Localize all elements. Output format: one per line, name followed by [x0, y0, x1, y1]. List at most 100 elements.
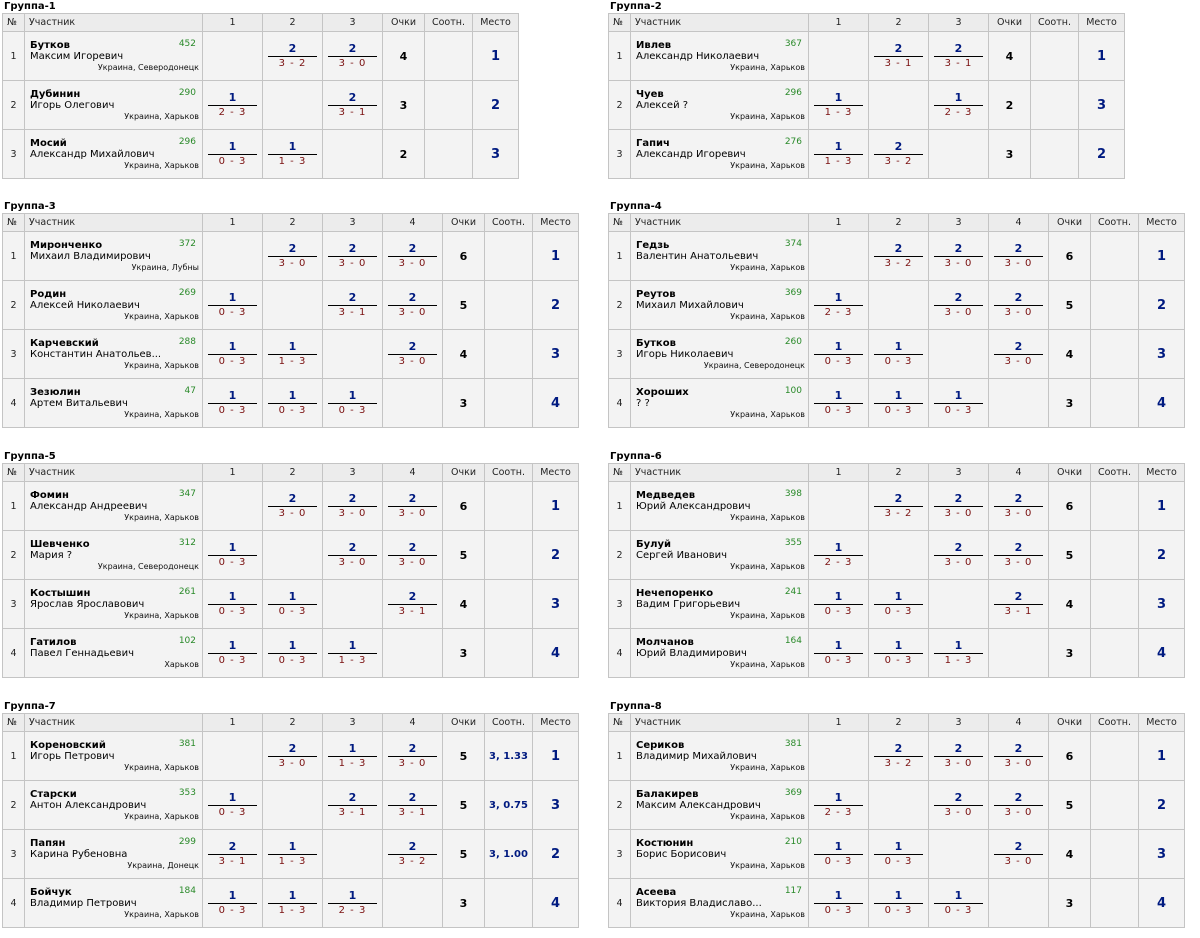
match-result-cell[interactable]: 2 3 - 0	[988, 280, 1049, 330]
player-cell[interactable]: Бутков 452 Максим Игоревич Украина, Северод…	[24, 31, 203, 81]
player-lastname[interactable]: Балакирев	[636, 788, 699, 800]
player-lastname[interactable]: Реутов	[636, 288, 676, 300]
match-result-cell[interactable]: 2 3 - 1	[322, 280, 383, 330]
match-result-cell[interactable]: 1 0 - 3	[808, 579, 869, 629]
match-result-cell[interactable]: 2 3 - 2	[262, 31, 323, 81]
player-lastname[interactable]: Мосий	[30, 137, 67, 149]
match-result-cell[interactable]: 1 1 - 3	[808, 129, 869, 179]
match-result-cell[interactable]: 1 2 - 3	[808, 530, 869, 580]
header-participant[interactable]: Участник	[630, 13, 809, 32]
header-tie[interactable]: Соотн.	[484, 713, 533, 732]
match-result-cell[interactable]: 2 3 - 0	[928, 280, 989, 330]
player-cell[interactable]: Сериков 381 Владимир Михайлович Украина, Ха…	[630, 731, 809, 781]
match-result-cell[interactable]: 1 0 - 3	[262, 628, 323, 678]
match-result-cell[interactable]: 2 3 - 0	[988, 329, 1049, 379]
player-cell[interactable]: Старски 353 Антон Александрович Украина, Ха…	[24, 780, 203, 830]
header-tie[interactable]: Соотн.	[424, 13, 473, 32]
header-points[interactable]: Очки	[442, 463, 485, 482]
match-result-cell[interactable]: 1 0 - 3	[928, 878, 989, 928]
match-result-cell[interactable]: 2 3 - 1	[928, 31, 989, 81]
match-result-cell[interactable]: 1 2 - 3	[322, 878, 383, 928]
match-result-cell[interactable]: 1 0 - 3	[868, 878, 929, 928]
header-participant[interactable]: Участник	[630, 463, 809, 482]
match-result-cell[interactable]: 1 0 - 3	[868, 378, 929, 428]
match-result-cell[interactable]: 2 3 - 0	[382, 329, 443, 379]
match-result-cell[interactable]: 2 3 - 1	[202, 829, 263, 879]
header-points[interactable]: Очки	[1048, 713, 1091, 732]
player-lastname[interactable]: Костюнин	[636, 837, 694, 849]
match-result-cell[interactable]: 1 0 - 3	[868, 628, 929, 678]
header-place[interactable]: Место	[1078, 13, 1125, 32]
match-result-cell[interactable]: 1 0 - 3	[322, 378, 383, 428]
match-result-cell[interactable]: 2 3 - 1	[322, 780, 383, 830]
player-lastname[interactable]: Бойчук	[30, 886, 72, 898]
player-cell[interactable]: Зезюлин 47 Артем Витальевич Украина, Харько…	[24, 378, 203, 428]
match-result-cell[interactable]: 2 3 - 0	[382, 280, 443, 330]
player-lastname[interactable]: Папян	[30, 837, 66, 849]
match-result-cell[interactable]: 1 2 - 3	[808, 780, 869, 830]
match-result-cell[interactable]: 1 0 - 3	[808, 878, 869, 928]
player-cell[interactable]: Карчевский 288 Константин Анатольев... Укра…	[24, 329, 203, 379]
match-result-cell[interactable]: 1 0 - 3	[262, 579, 323, 629]
match-result-cell[interactable]: 1 2 - 3	[928, 80, 989, 130]
match-result-cell[interactable]: 2 3 - 2	[868, 481, 929, 531]
header-participant[interactable]: Участник	[630, 213, 809, 232]
player-cell[interactable]: Гатилов 102 Павел Геннадьевич Харьков	[24, 628, 203, 678]
match-result-cell[interactable]: 2 3 - 2	[868, 231, 929, 281]
match-result-cell[interactable]: 1 1 - 3	[808, 80, 869, 130]
player-lastname[interactable]: Сериков	[636, 739, 685, 751]
player-lastname[interactable]: Бутков	[30, 39, 70, 51]
header-tie[interactable]: Соотн.	[1030, 13, 1079, 32]
player-cell[interactable]: Бутков 260 Игорь Николаевич Украина, Северо…	[630, 329, 809, 379]
player-lastname[interactable]: Булуй	[636, 538, 671, 550]
header-tie[interactable]: Соотн.	[1090, 463, 1139, 482]
match-result-cell[interactable]: 2 3 - 0	[262, 231, 323, 281]
match-result-cell[interactable]: 2 3 - 0	[322, 31, 383, 81]
match-result-cell[interactable]: 2 3 - 1	[382, 780, 443, 830]
header-place[interactable]: Место	[1138, 713, 1185, 732]
header-participant[interactable]: Участник	[24, 13, 203, 32]
header-tie[interactable]: Соотн.	[484, 213, 533, 232]
header-points[interactable]: Очки	[442, 713, 485, 732]
header-tie[interactable]: Соотн.	[484, 463, 533, 482]
match-result-cell[interactable]: 2 3 - 0	[262, 481, 323, 531]
match-result-cell[interactable]: 1 0 - 3	[202, 878, 263, 928]
header-participant[interactable]: Участник	[24, 713, 203, 732]
player-cell[interactable]: Костышин 261 Ярослав Ярославович Украина, Х…	[24, 579, 203, 629]
header-participant[interactable]: Участник	[24, 463, 203, 482]
match-result-cell[interactable]: 1 1 - 3	[322, 628, 383, 678]
player-lastname[interactable]: Гапич	[636, 137, 670, 149]
match-result-cell[interactable]: 2 3 - 0	[262, 731, 323, 781]
match-result-cell[interactable]: 1 0 - 3	[202, 329, 263, 379]
match-result-cell[interactable]: 1 1 - 3	[322, 731, 383, 781]
match-result-cell[interactable]: 1 1 - 3	[262, 878, 323, 928]
match-result-cell[interactable]: 1 0 - 3	[808, 378, 869, 428]
header-points[interactable]: Очки	[442, 213, 485, 232]
player-lastname[interactable]: Бутков	[636, 337, 676, 349]
match-result-cell[interactable]: 2 3 - 0	[988, 780, 1049, 830]
match-result-cell[interactable]: 2 3 - 1	[988, 579, 1049, 629]
match-result-cell[interactable]: 1 0 - 3	[928, 378, 989, 428]
header-place[interactable]: Место	[1138, 463, 1185, 482]
match-result-cell[interactable]: 2 3 - 2	[382, 829, 443, 879]
player-lastname[interactable]: Нечепоренко	[636, 587, 714, 599]
match-result-cell[interactable]: 2 3 - 2	[868, 731, 929, 781]
player-cell[interactable]: Балакирев 369 Максим Александрович Украина,…	[630, 780, 809, 830]
header-points[interactable]: Очки	[988, 13, 1031, 32]
player-cell[interactable]: Фомин 347 Александр Андреевич Украина, Харь…	[24, 481, 203, 531]
player-cell[interactable]: Мосий 296 Александр Михайлович Украина, Хар…	[24, 129, 203, 179]
player-lastname[interactable]: Зезюлин	[30, 386, 81, 398]
match-result-cell[interactable]: 1 1 - 3	[928, 628, 989, 678]
player-cell[interactable]: Миронченко 372 Михаил Владимирович Украина,…	[24, 231, 203, 281]
header-participant[interactable]: Участник	[630, 713, 809, 732]
header-points[interactable]: Очки	[382, 13, 425, 32]
match-result-cell[interactable]: 1 0 - 3	[808, 829, 869, 879]
match-result-cell[interactable]: 2 3 - 0	[988, 481, 1049, 531]
header-points[interactable]: Очки	[1048, 213, 1091, 232]
match-result-cell[interactable]: 1 0 - 3	[202, 129, 263, 179]
match-result-cell[interactable]: 2 3 - 0	[322, 530, 383, 580]
player-lastname[interactable]: Миронченко	[30, 239, 103, 251]
player-lastname[interactable]: Дубинин	[30, 88, 81, 100]
match-result-cell[interactable]: 1 0 - 3	[202, 628, 263, 678]
match-result-cell[interactable]: 1 0 - 3	[202, 579, 263, 629]
